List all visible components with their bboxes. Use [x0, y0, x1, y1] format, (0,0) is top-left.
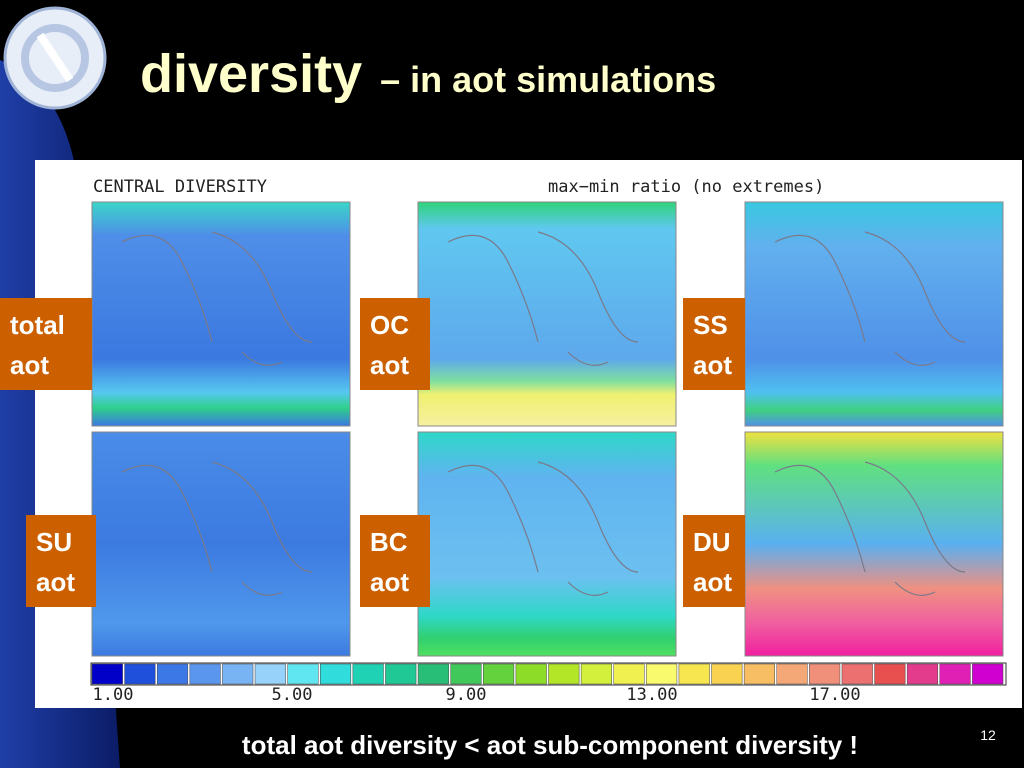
coastline: [774, 461, 966, 596]
colorbar-swatch: [515, 663, 547, 685]
coastline: [121, 231, 313, 366]
map: [417, 201, 677, 427]
colorbar-label: 17.00: [809, 685, 860, 705]
colorbar-swatch: [776, 663, 808, 685]
figure-caption: max−min ratio (no extremes): [548, 177, 824, 197]
colorbar-swatch: [646, 663, 678, 685]
colorbar-swatch: [874, 663, 906, 685]
colorbar-swatch: [417, 663, 449, 685]
map: [91, 201, 351, 427]
colorbar-swatch: [254, 663, 286, 685]
panel-label: OC: [370, 310, 409, 340]
panel-label: DU: [693, 527, 731, 557]
colorbar-swatch: [450, 663, 482, 685]
colorbar-swatch: [189, 663, 221, 685]
page-number: 12: [980, 727, 996, 743]
colorbar-label: 5.00: [272, 685, 313, 705]
colorbar-swatch: [385, 663, 417, 685]
colorbar-swatch: [580, 663, 612, 685]
logo: [3, 6, 107, 110]
coastline: [447, 461, 639, 596]
colorbar-swatch: [972, 663, 1004, 685]
maps: total aot OC aot SS aot SU aot BC aot DU aot: [0, 201, 1004, 657]
map: [744, 201, 1004, 427]
panel-label: aot: [370, 350, 409, 380]
colorbar-swatch: [124, 663, 156, 685]
colorbar-swatch: [906, 663, 939, 685]
colorbar-frame: [90, 662, 1007, 686]
map: [417, 431, 677, 657]
colorbar-label: 9.00: [446, 685, 487, 705]
colorbar-label: 13.00: [626, 685, 677, 705]
figure-heading: CENTRAL DIVERSITY: [93, 177, 267, 197]
colorbar-swatch: [613, 663, 645, 685]
map: [744, 431, 1004, 657]
colorbar-swatch: [222, 663, 254, 685]
colorbar-label: 1.00: [93, 685, 134, 705]
colorbar-swatch: [352, 663, 384, 685]
colorbar-swatch: [743, 663, 776, 685]
colorbar-swatch: [711, 663, 743, 685]
label-box: [683, 298, 745, 390]
title: diversity – in aot simulations: [140, 44, 716, 104]
label-box: [360, 298, 430, 390]
colorbar-swatch: [91, 663, 123, 685]
colorbar-swatch: [678, 663, 710, 685]
panel-label: SS: [693, 310, 728, 340]
colorbar-swatch: [483, 663, 515, 685]
colorbar-swatch: [548, 663, 580, 685]
colorbar-swatch: [809, 663, 841, 685]
panel-label: aot: [693, 350, 732, 380]
footer-text: total aot diversity < aot sub-component …: [242, 730, 858, 760]
colorbar-swatch: [156, 663, 189, 685]
panel-label: aot: [10, 350, 49, 380]
label-box: [0, 298, 92, 390]
coastline: [447, 231, 639, 366]
coastline: [121, 461, 313, 596]
panel-label: aot: [370, 567, 409, 597]
colorbar-swatch: [841, 663, 873, 685]
label-box: [26, 515, 96, 607]
colorbar-swatch: [939, 663, 971, 685]
label-box: [683, 515, 745, 607]
colorbar-swatch: [320, 663, 352, 685]
panel-label: BC: [370, 527, 408, 557]
colorbar-swatch: [287, 663, 319, 685]
panel-label: aot: [36, 567, 75, 597]
colorbar: 1.00 5.00 9.00 13.00 17.00: [90, 662, 1007, 705]
panel-label: SU: [36, 527, 72, 557]
panel-label: total: [10, 310, 65, 340]
coastline: [774, 231, 966, 366]
panel-label: aot: [693, 567, 732, 597]
map: [91, 431, 351, 657]
label-box: [360, 515, 430, 607]
